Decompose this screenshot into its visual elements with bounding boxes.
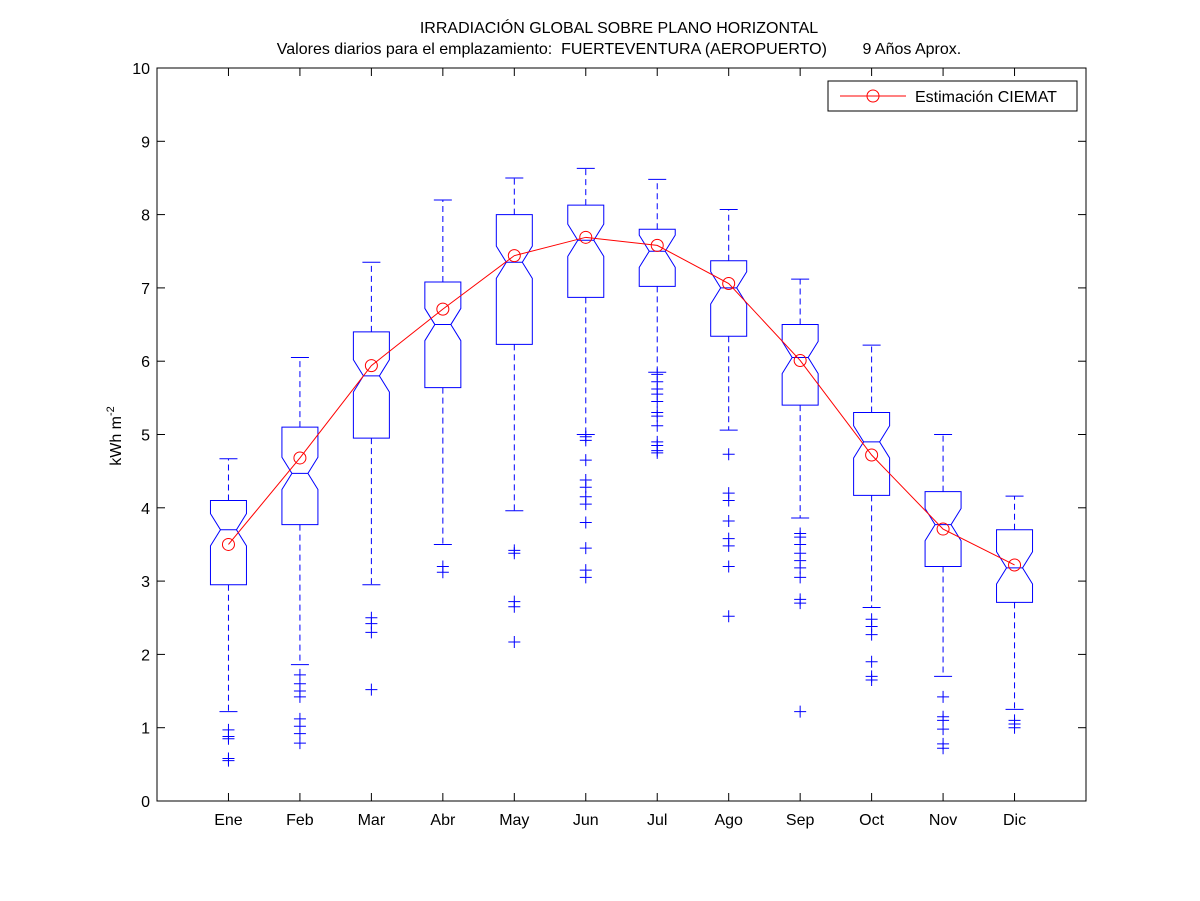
y-tick-label: 8 [141,208,150,225]
box [996,529,1034,603]
outlier-marker [222,732,235,745]
chart-subtitle: Valores diarios para el emplazamiento: F… [277,41,961,58]
outlier-marker [722,494,735,507]
x-tick-label: Jun [573,812,599,829]
x-tick-label: Mar [358,812,386,829]
x-tick-label: Nov [929,812,957,829]
outlier-marker [937,723,950,736]
series-marker [865,448,879,462]
outlier-marker [579,571,592,584]
y-tick-label: 9 [141,134,150,151]
x-tick-label: Dic [1003,812,1026,829]
outlier-marker [508,635,521,648]
outlier-marker [722,610,735,623]
outlier-marker [651,419,664,432]
x-tick-label: Sep [786,812,815,829]
outlier-marker [579,454,592,467]
series-marker [507,249,521,263]
box [924,491,962,567]
y-axis-label-text: kWh m [108,416,125,466]
box [495,214,533,345]
x-tick-label: Abr [430,812,456,829]
outlier-marker [293,690,306,703]
y-tick-label: 3 [141,574,150,591]
series-marker [936,522,950,536]
outlier-marker [436,566,449,579]
series-marker [1008,558,1022,572]
chart-title: IRRADIACIÓN GLOBAL SOBRE PLANO HORIZONTA… [420,18,818,37]
x-tick-label: Jul [647,812,667,829]
x-tick-label: Ene [214,812,243,829]
outlier-marker [937,690,950,703]
x-tick-label: Oct [859,812,884,829]
outlier-marker [365,683,378,696]
y-tick-label: 5 [141,428,150,445]
legend: Estimación CIEMAT [827,80,1078,112]
series-marker [293,451,307,465]
outlier-marker [937,742,950,755]
outlier-marker [794,597,807,610]
y-axis-label-superscript: -2 [105,406,117,416]
outlier-marker [508,547,521,560]
outlier-marker [508,600,521,613]
box [352,331,390,439]
outlier-marker [865,628,878,641]
series-marker [579,230,593,244]
box [710,260,748,337]
outlier-marker [651,446,664,459]
outlier-marker [579,434,592,447]
outlier-marker [579,516,592,529]
x-tick-label: May [499,812,529,829]
series-marker [221,537,235,551]
box [638,228,676,287]
box [853,412,891,496]
x-tick-label: Feb [286,812,314,829]
outlier-marker [1008,721,1021,734]
box [281,426,319,526]
legend-label: Estimación CIEMAT [915,89,1057,106]
series-marker [650,238,664,252]
box [209,499,247,586]
y-tick-label: 4 [141,501,150,518]
y-tick-label: 10 [132,61,150,78]
outlier-marker [722,514,735,527]
series-marker [364,359,378,373]
y-tick-label: 7 [141,281,150,298]
series-line [228,236,1015,566]
x-tick-label: Ago [714,812,743,829]
y-tick-label: 0 [141,794,150,811]
outlier-marker [222,754,235,767]
plot-area: 0 1 2 3 4 5 6 7 8 9 10 Ene Feb Mar Abr May Jun Jul Ago Sep O… [132,61,1087,829]
y-tick-label: 1 [141,721,150,738]
series-marker [436,302,450,316]
outlier-marker [651,395,664,408]
box [424,281,462,389]
outlier-marker [794,571,807,584]
outlier-marker [722,539,735,552]
legend-marker-swatch [866,89,880,103]
y-axis-label: kWh m-2 [105,406,125,466]
outlier-marker [865,674,878,687]
outlier-marker [579,498,592,511]
outlier-marker [722,448,735,461]
y-tick-label: 6 [141,354,150,371]
series-marker [722,277,736,291]
outlier-marker [579,542,592,555]
y-tick-label: 2 [141,647,150,664]
box [567,204,605,298]
outlier-marker [365,626,378,639]
outlier-marker [794,705,807,718]
outlier-marker [293,737,306,750]
outlier-marker [865,655,878,668]
series-marker [793,353,807,367]
outlier-marker [722,560,735,573]
